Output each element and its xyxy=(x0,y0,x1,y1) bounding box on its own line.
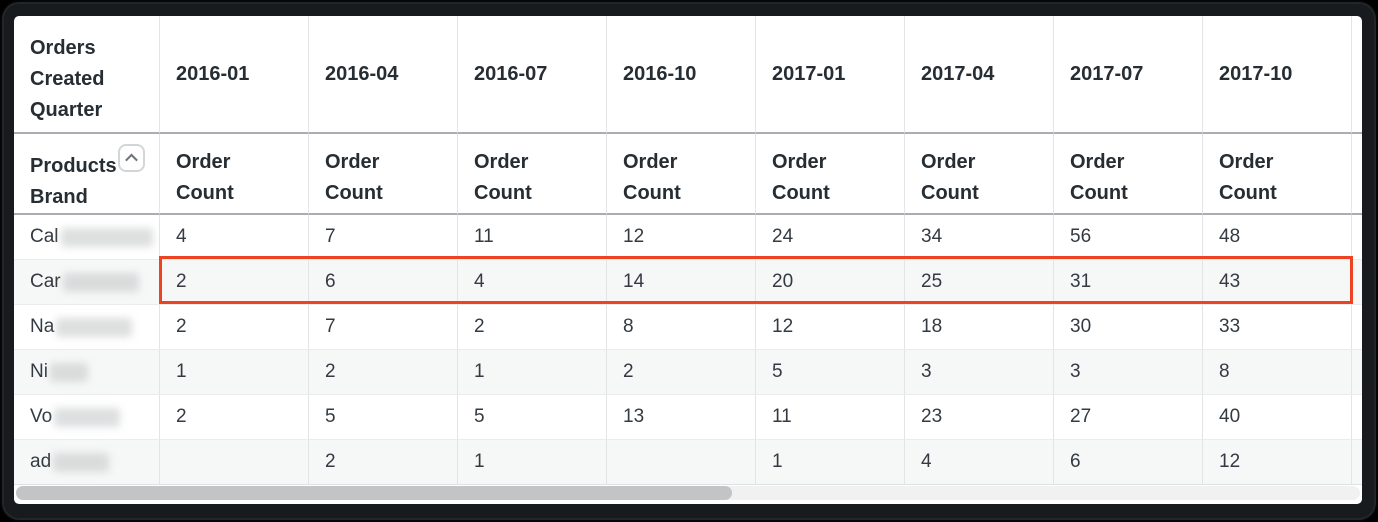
value-cell[interactable]: 2 xyxy=(458,305,607,350)
measure-header[interactable]: Order Count xyxy=(607,134,756,215)
value-cell[interactable]: 2 xyxy=(607,350,756,395)
row-filler xyxy=(1352,215,1362,260)
redacted-brand-name xyxy=(60,227,153,247)
row-dimension-label: Products Brand xyxy=(30,155,117,208)
value-cell[interactable]: 12 xyxy=(1203,440,1352,485)
value-cell[interactable]: 33 xyxy=(1203,305,1352,350)
quarter-header-2016-04[interactable]: 2016-04 xyxy=(309,16,458,134)
value-cell[interactable]: 2 xyxy=(160,260,309,305)
value-cell[interactable]: 6 xyxy=(1054,440,1203,485)
value-cell[interactable]: 31 xyxy=(1054,260,1203,305)
value-cell[interactable]: 25 xyxy=(905,260,1054,305)
value-cell[interactable]: 11 xyxy=(458,215,607,260)
value-cell[interactable]: 5 xyxy=(309,395,458,440)
value-cell[interactable]: 3 xyxy=(905,350,1054,395)
value-cell[interactable]: 6 xyxy=(309,260,458,305)
value-cell[interactable]: 7 xyxy=(309,215,458,260)
value-cell[interactable]: 11 xyxy=(756,395,905,440)
value-cell[interactable]: 4 xyxy=(160,215,309,260)
measure-header[interactable]: Order Count xyxy=(756,134,905,215)
pivot-table-panel: Orders Created Quarter 2016-01 2016-04 2… xyxy=(14,16,1362,504)
collapse-rows-button[interactable] xyxy=(118,144,145,172)
value-cell[interactable]: 7 xyxy=(309,305,458,350)
quarter-header-2016-10[interactable]: 2016-10 xyxy=(607,16,756,134)
pivot-table: Orders Created Quarter 2016-01 2016-04 2… xyxy=(14,16,1362,485)
value-cell[interactable]: 23 xyxy=(905,395,1054,440)
chevron-up-icon xyxy=(125,153,138,166)
value-cell[interactable]: 2 xyxy=(309,440,458,485)
row-label[interactable]: ad xyxy=(14,440,160,485)
value-cell[interactable]: 4 xyxy=(905,440,1054,485)
value-cell[interactable]: 56 xyxy=(1054,215,1203,260)
value-cell[interactable]: 43 xyxy=(1203,260,1352,305)
value-cell[interactable]: 13 xyxy=(607,395,756,440)
measure-header[interactable]: Order Count xyxy=(1203,134,1352,215)
value-cell[interactable]: 5 xyxy=(756,350,905,395)
value-cell[interactable]: 4 xyxy=(458,260,607,305)
quarter-header-2017-07[interactable]: 2017-07 xyxy=(1054,16,1203,134)
value-cell[interactable]: 2 xyxy=(309,350,458,395)
value-cell[interactable] xyxy=(607,440,756,485)
row-dimension-header: Products Brand xyxy=(14,134,160,215)
value-cell[interactable]: 34 xyxy=(905,215,1054,260)
row-label[interactable]: Ni xyxy=(14,350,160,395)
value-cell[interactable]: 2 xyxy=(160,305,309,350)
value-cell[interactable]: 1 xyxy=(160,350,309,395)
horizontal-scrollbar-track[interactable] xyxy=(16,486,1360,500)
row-filler xyxy=(1352,350,1362,395)
quarter-header-2017-01[interactable]: 2017-01 xyxy=(756,16,905,134)
measure-header[interactable]: Order Count xyxy=(1054,134,1203,215)
value-cell[interactable]: 2 xyxy=(160,395,309,440)
value-cell[interactable]: 1 xyxy=(458,350,607,395)
quarter-header-2017-04[interactable]: 2017-04 xyxy=(905,16,1054,134)
row-label[interactable]: Cal xyxy=(14,215,160,260)
measure-header[interactable]: Order Count xyxy=(458,134,607,215)
value-cell[interactable]: 8 xyxy=(1203,350,1352,395)
value-cell[interactable]: 3 xyxy=(1054,350,1203,395)
value-cell[interactable]: 24 xyxy=(756,215,905,260)
redacted-brand-name xyxy=(62,272,139,292)
redacted-brand-name xyxy=(56,317,133,337)
redacted-brand-name xyxy=(54,407,121,427)
row-filler xyxy=(1352,395,1362,440)
value-cell[interactable]: 1 xyxy=(458,440,607,485)
value-cell[interactable]: 30 xyxy=(1054,305,1203,350)
measure-header[interactable]: Order Count xyxy=(309,134,458,215)
value-cell[interactable]: 12 xyxy=(756,305,905,350)
value-cell[interactable]: 1 xyxy=(756,440,905,485)
value-cell[interactable]: 18 xyxy=(905,305,1054,350)
value-cell[interactable]: 40 xyxy=(1203,395,1352,440)
row-label[interactable]: Vo xyxy=(14,395,160,440)
redacted-brand-name xyxy=(53,452,110,472)
value-cell[interactable] xyxy=(160,440,309,485)
value-cell[interactable]: 27 xyxy=(1054,395,1203,440)
row-label[interactable]: Car xyxy=(14,260,160,305)
quarter-header-2016-01[interactable]: 2016-01 xyxy=(160,16,309,134)
row-filler xyxy=(1352,440,1362,485)
header-filler xyxy=(1352,134,1362,215)
row-filler xyxy=(1352,305,1362,350)
quarter-header-2017-10[interactable]: 2017-10 xyxy=(1203,16,1352,134)
value-cell[interactable]: 20 xyxy=(756,260,905,305)
column-dimension-label: Orders Created Quarter xyxy=(30,37,105,121)
header-filler xyxy=(1352,16,1362,134)
value-cell[interactable]: 48 xyxy=(1203,215,1352,260)
redacted-brand-name xyxy=(49,362,88,382)
value-cell[interactable]: 12 xyxy=(607,215,756,260)
quarter-header-2016-07[interactable]: 2016-07 xyxy=(458,16,607,134)
row-filler xyxy=(1352,260,1362,305)
measure-header[interactable]: Order Count xyxy=(160,134,309,215)
row-label[interactable]: Na xyxy=(14,305,160,350)
column-dimension-header: Orders Created Quarter xyxy=(14,16,160,134)
value-cell[interactable]: 8 xyxy=(607,305,756,350)
horizontal-scrollbar-thumb[interactable] xyxy=(16,486,732,500)
value-cell[interactable]: 5 xyxy=(458,395,607,440)
value-cell[interactable]: 14 xyxy=(607,260,756,305)
measure-header[interactable]: Order Count xyxy=(905,134,1054,215)
